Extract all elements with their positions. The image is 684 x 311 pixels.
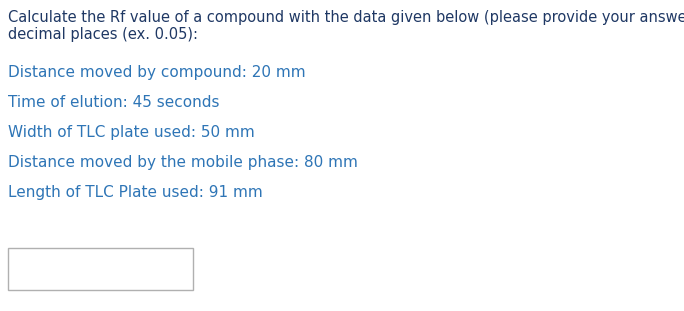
Text: Distance moved by compound: 20 mm: Distance moved by compound: 20 mm bbox=[8, 65, 306, 80]
Text: Width of TLC plate used: 50 mm: Width of TLC plate used: 50 mm bbox=[8, 125, 254, 140]
Text: Length of TLC Plate used: 91 mm: Length of TLC Plate used: 91 mm bbox=[8, 185, 263, 200]
Text: Distance moved by the mobile phase: 80 mm: Distance moved by the mobile phase: 80 m… bbox=[8, 155, 358, 170]
FancyBboxPatch shape bbox=[8, 248, 193, 290]
Text: Calculate the Rf value of a compound with the data given below (please provide y: Calculate the Rf value of a compound wit… bbox=[8, 10, 684, 25]
Text: Time of elution: 45 seconds: Time of elution: 45 seconds bbox=[8, 95, 220, 110]
Text: decimal places (ex. 0.05):: decimal places (ex. 0.05): bbox=[8, 27, 198, 42]
